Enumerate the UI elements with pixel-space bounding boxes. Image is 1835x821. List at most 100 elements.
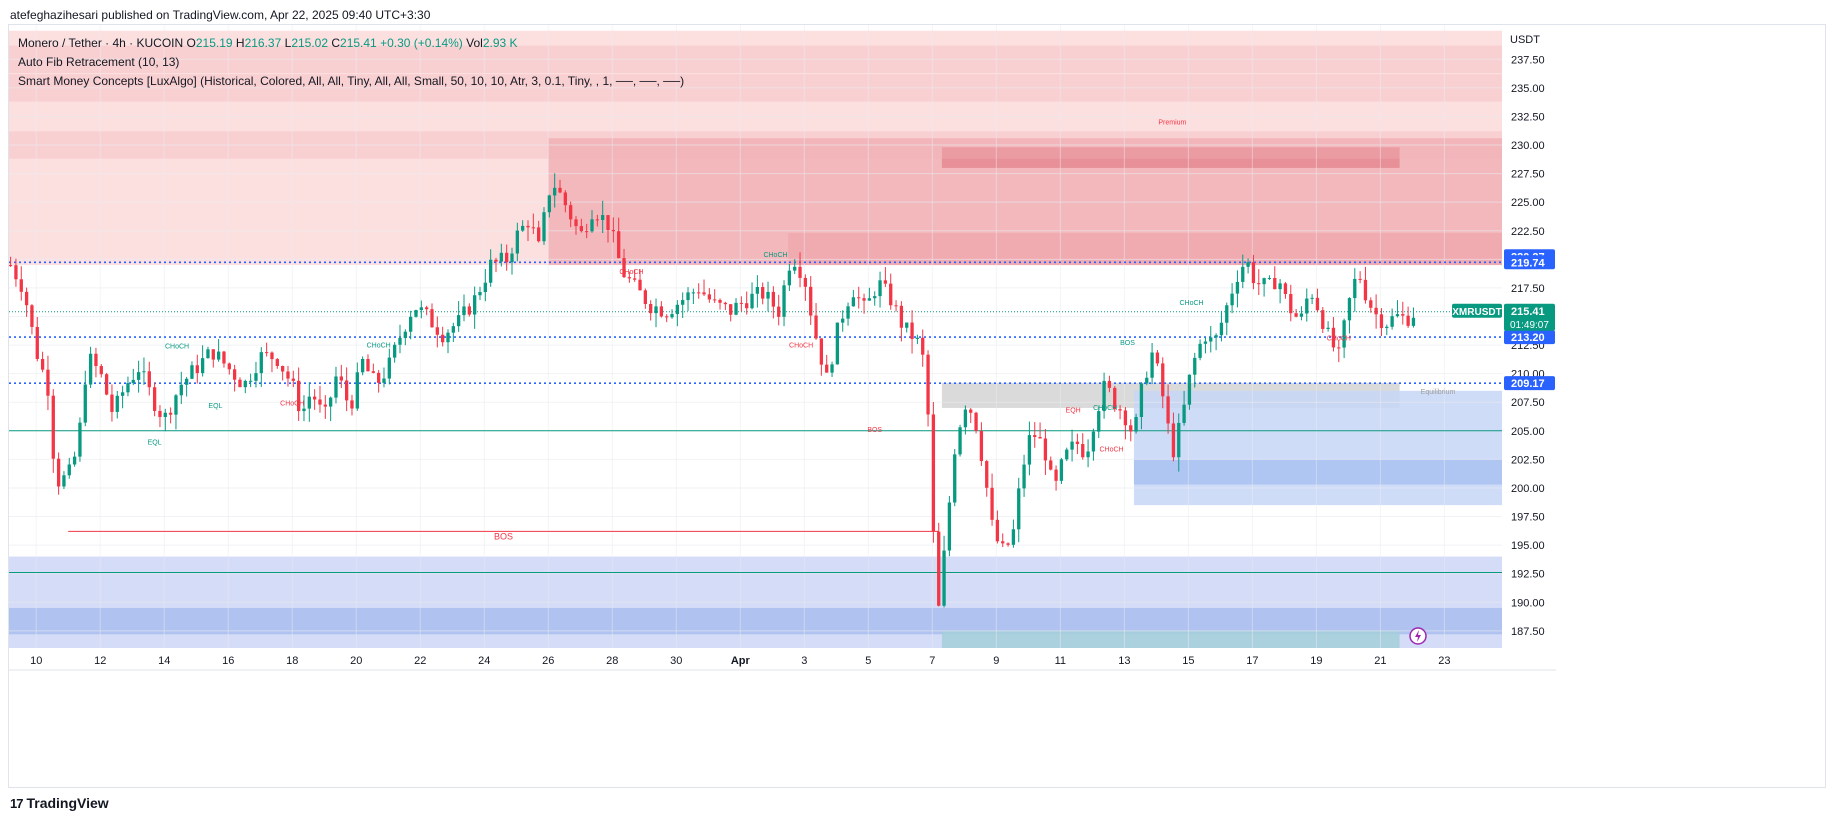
legend-l-label: L: [284, 36, 292, 50]
candle-body: [835, 322, 840, 365]
legend-symbol[interactable]: Monero / Tether · 4h · KUCOIN: [18, 36, 184, 50]
candle-body: [729, 304, 733, 315]
label-choch: CHoCH: [763, 252, 787, 259]
candle-body: [179, 384, 183, 396]
candle-body: [318, 399, 322, 405]
y-tick-label: 202.50: [1511, 454, 1545, 466]
legend-indicator-smc[interactable]: Smart Money Concepts [LuxAlgo] (Historic…: [18, 74, 685, 88]
candle-body: [88, 353, 93, 385]
candle-body: [579, 226, 583, 232]
zone-demand-block-2: [1133, 459, 1502, 485]
candle-body: [542, 212, 546, 242]
candle-body: [553, 187, 557, 196]
candle-body: [227, 363, 231, 370]
y-tick-label: 205.00: [1511, 426, 1545, 438]
label-bos: BOS: [867, 427, 882, 434]
label-choch: CHoCH: [1179, 300, 1203, 307]
label-premium: Premium: [1158, 119, 1186, 126]
chart-legend: Monero / Tether · 4h · KUCOIN O215.19 H2…: [18, 34, 684, 91]
candle-body: [366, 358, 370, 372]
candle-body: [659, 306, 664, 317]
candle-body: [1193, 357, 1197, 375]
label-choch: CHoCH: [1093, 405, 1117, 412]
candle-body: [152, 387, 157, 411]
candle-body: [617, 231, 621, 259]
x-tick-label: 9: [993, 655, 999, 667]
candle-body: [723, 302, 728, 305]
candle-body: [56, 458, 61, 487]
tradingview-footer[interactable]: 17 TradingView: [10, 795, 109, 811]
candle-body: [296, 380, 301, 412]
candle-body: [280, 366, 285, 372]
label-choch: CHoCH: [367, 342, 391, 349]
candle-body: [947, 502, 952, 551]
candle-body: [131, 379, 135, 384]
candle-body: [622, 258, 626, 278]
candle-body: [1283, 283, 1288, 295]
candle-body: [302, 408, 306, 412]
candle-body: [387, 357, 391, 379]
candle-body: [814, 315, 818, 339]
y-tick-label: 227.50: [1511, 169, 1545, 181]
y-tick-label: 222.50: [1511, 226, 1545, 238]
candle-body: [1203, 341, 1208, 344]
candle-body: [462, 306, 466, 316]
candle-body: [1070, 441, 1074, 450]
price-tag-value: 213.20: [1511, 332, 1545, 344]
candle-body: [24, 291, 29, 306]
candle-body: [793, 266, 797, 271]
candle-body: [222, 351, 226, 364]
candle-body: [446, 332, 450, 343]
candle-body: [286, 371, 290, 379]
candle-body: [499, 252, 503, 262]
candle-body: [1150, 352, 1154, 378]
x-tick-label: 7: [929, 655, 935, 667]
legend-change: +0.30 (+0.14%): [380, 36, 463, 50]
candle-body: [259, 352, 263, 374]
candle-body: [206, 349, 210, 359]
candle-body: [611, 229, 616, 232]
candle-body: [926, 354, 930, 415]
candle-body: [1054, 469, 1058, 481]
candle-body: [1299, 313, 1304, 317]
candle-body: [633, 278, 637, 280]
candle-body: [974, 412, 978, 432]
candle-body: [867, 298, 872, 301]
legend-indicator-fib[interactable]: Auto Fib Retracement (10, 13): [18, 55, 180, 69]
label-bos: BOS: [1120, 340, 1135, 347]
x-tick-label: 24: [478, 655, 490, 667]
candle-body: [702, 292, 706, 295]
candle-body: [563, 192, 567, 206]
y-tick-label: 192.50: [1511, 569, 1545, 581]
candle-body: [1379, 314, 1384, 329]
candle-body: [312, 396, 317, 400]
price-tag-value: 209.17: [1511, 378, 1545, 390]
candle-body: [1347, 298, 1352, 321]
candle-body: [1107, 380, 1112, 388]
candle-body: [110, 394, 114, 412]
candle-body: [451, 326, 455, 333]
candle-body: [1086, 451, 1090, 458]
candle-body: [931, 414, 936, 532]
candle-body: [62, 475, 66, 487]
legend-close: 215.41: [340, 36, 377, 50]
x-tick-label: 18: [286, 655, 298, 667]
candle-body: [958, 427, 962, 455]
chart-frame[interactable]: [8, 24, 1826, 788]
candle-body: [168, 412, 173, 415]
candle-body: [601, 215, 605, 221]
candle-body: [878, 280, 882, 297]
candle-body: [1043, 438, 1048, 461]
y-tick-label: 200.00: [1511, 483, 1545, 495]
x-tick-label: 5: [865, 655, 871, 667]
candle-body: [441, 334, 445, 343]
candle-body: [697, 292, 701, 294]
candle-body: [1262, 278, 1266, 285]
last-price-value: 215.41: [1511, 306, 1545, 318]
candle-body: [547, 195, 551, 213]
candle-body: [200, 358, 205, 374]
lightning-glyph: [1415, 630, 1421, 642]
candle-body: [851, 297, 856, 307]
candle-body: [1225, 305, 1229, 323]
